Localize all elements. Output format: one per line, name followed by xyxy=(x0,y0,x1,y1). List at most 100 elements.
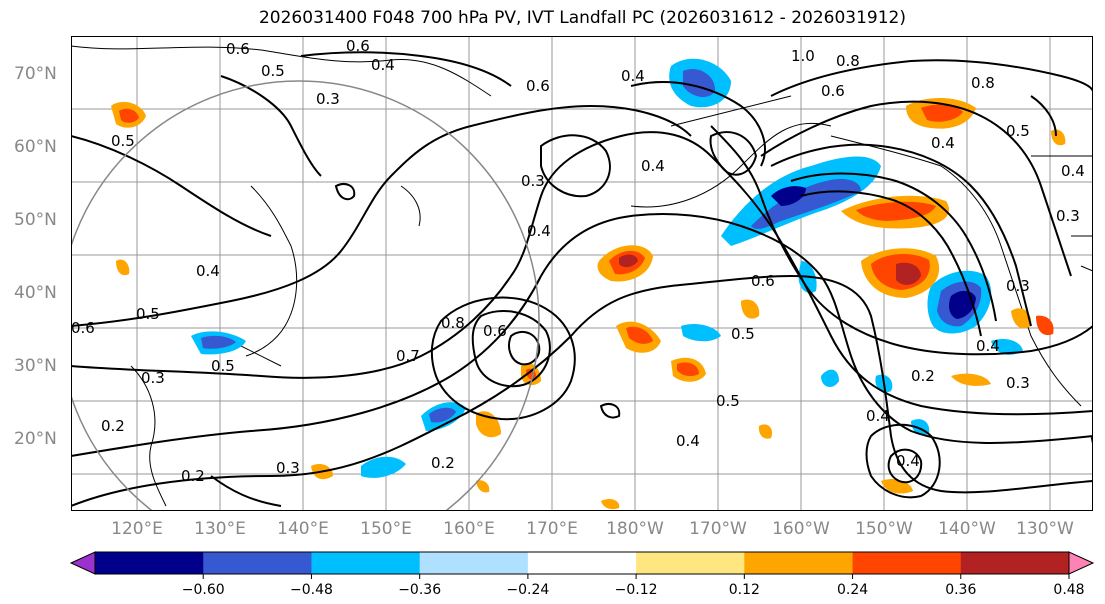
great-circle-outline xyxy=(71,80,540,511)
positive-shade-5 xyxy=(741,299,760,319)
colorbar-segment xyxy=(636,552,745,574)
colorbar-segment xyxy=(852,552,962,574)
contour-label: 0.4 xyxy=(527,222,551,240)
contour-label: 0.6 xyxy=(71,319,95,337)
contour-label: 0.5 xyxy=(136,305,160,323)
colorbar-tick-label: −0.24 xyxy=(506,582,549,598)
contour-label: 0.8 xyxy=(441,314,465,332)
contour-label: 0.5 xyxy=(261,62,285,80)
colorbar-tick-label: 0.12 xyxy=(729,582,760,598)
lat-label-70n: 70°N xyxy=(14,64,57,84)
positive-shade-14 xyxy=(601,498,620,510)
contour-label: 0.4 xyxy=(976,337,1000,355)
contour-label: 0.3 xyxy=(316,90,340,108)
negative-shade-pacific-2 xyxy=(361,456,406,478)
colorbar-tick-label: −0.36 xyxy=(398,582,441,598)
colorbar-segment xyxy=(527,552,637,574)
contour-label: 0.2 xyxy=(101,417,125,435)
contour-label: 0.7 xyxy=(396,347,420,365)
contour-label: 0.5 xyxy=(1006,122,1030,140)
contour-label: 0.6 xyxy=(751,272,775,290)
negative-shade-pacific-3 xyxy=(681,324,721,342)
colorbar-extend-max xyxy=(1068,551,1095,575)
contour-label: 0.6 xyxy=(821,82,845,100)
colorbar-tick-label: 0.36 xyxy=(945,582,976,598)
lon-label: 150°W xyxy=(855,519,913,539)
contour-label: 0.4 xyxy=(196,262,220,280)
contour-labels: 0.6 0.6 0.4 0.3 0.5 0.5 0.4 0.6 0.5 0.3 … xyxy=(71,37,1085,485)
lat-label-30n: 30°N xyxy=(14,356,57,376)
lat-labels: 20°N 30°N 40°N 50°N 60°N 70°N xyxy=(14,64,57,449)
positive-shade-8 xyxy=(1011,308,1032,329)
lon-label: 130°E xyxy=(194,519,246,539)
contour-label: 0.6 xyxy=(483,322,507,340)
negative-shade-california xyxy=(991,339,1023,355)
colorbar: −0.60 −0.48 −0.36 −0.24 −0.12 0.12 0.24 0.36 0.4… xyxy=(69,551,1095,598)
lat-label-40n: 40°N xyxy=(14,283,57,303)
contour-label: 0.8 xyxy=(836,52,860,70)
contour-label: 0.3 xyxy=(1006,277,1030,295)
colorbar-tick-label: 0.48 xyxy=(1053,582,1084,598)
contour-label: 0.3 xyxy=(1006,374,1030,392)
negative-shade-oregon-core xyxy=(949,290,976,319)
contour-label: 0.6 xyxy=(526,77,550,95)
lon-label: 140°E xyxy=(277,519,329,539)
coastlines xyxy=(71,45,1093,507)
positive-shade-7 xyxy=(951,373,991,386)
lon-label: 130°W xyxy=(1016,519,1074,539)
contour-label: 0.5 xyxy=(731,325,755,343)
colorbar-segment xyxy=(960,552,1070,574)
colorbar-segment xyxy=(203,552,312,574)
colorbar-segment xyxy=(311,552,421,574)
negative-shade-pacific-1-core xyxy=(429,407,456,423)
contour-label: 0.8 xyxy=(971,74,995,92)
contour-label: 0.5 xyxy=(111,132,135,150)
negative-shade-gulf-center xyxy=(771,186,806,206)
contour-label: 0.2 xyxy=(911,367,935,385)
lon-label: 160°E xyxy=(443,519,495,539)
lon-label: 120°E xyxy=(111,519,163,539)
contour-label: 0.6 xyxy=(346,37,370,55)
contour-label: 0.4 xyxy=(1061,162,1085,180)
lon-label: 170°W xyxy=(689,519,747,539)
contour-label: 0.2 xyxy=(181,467,205,485)
pv-contours xyxy=(71,51,1093,507)
shaded-fields xyxy=(111,58,1066,510)
map-panel: 0.6 0.6 0.4 0.3 0.5 0.5 0.4 0.6 0.5 0.3 … xyxy=(71,36,1093,511)
colorbar-tick-label: −0.48 xyxy=(290,582,333,598)
positive-shade-1-inner xyxy=(626,326,653,344)
contour-label: 0.5 xyxy=(211,357,235,375)
contour-label: 0.4 xyxy=(896,452,920,470)
contour-label: 0.3 xyxy=(141,369,165,387)
colorbar-ticks: −0.60 −0.48 −0.36 −0.24 −0.12 0.12 0.24 0.36 0.4… xyxy=(182,574,1085,598)
lon-label: 180°W xyxy=(606,519,664,539)
colorbar-tick-label: −0.12 xyxy=(615,582,658,598)
contour-label: 0.4 xyxy=(676,432,700,450)
map-title: 2026031400 F048 700 hPa PV, IVT Landfall… xyxy=(258,8,906,28)
colorbar-extend-min xyxy=(69,551,96,575)
colorbar-segment xyxy=(419,552,529,574)
colorbar-segment xyxy=(744,552,854,574)
contour-label: 0.5 xyxy=(716,392,740,410)
contour-label: 0.2 xyxy=(431,454,455,472)
positive-shade-gulf-inner xyxy=(856,201,936,221)
positive-shade-siberia-inner xyxy=(119,108,139,123)
contour-label: 0.4 xyxy=(866,407,890,425)
positive-shade-bc-core xyxy=(896,262,921,285)
contour-label: 0.3 xyxy=(276,459,300,477)
contour-label: 1.0 xyxy=(791,47,815,65)
contour-label: 0.3 xyxy=(1056,207,1080,225)
contour-label: 0.4 xyxy=(621,67,645,85)
positive-shade-2-inner xyxy=(677,362,699,377)
lon-label: 150°E xyxy=(360,519,412,539)
positive-shade-alaska-east-inner xyxy=(921,104,963,122)
positive-shade-11 xyxy=(1051,129,1066,146)
colorbar-segment xyxy=(95,552,204,574)
lat-label-50n: 50°N xyxy=(14,210,57,230)
positive-shade-15 xyxy=(476,480,490,493)
contour-label: 0.6 xyxy=(226,40,250,58)
lon-label: 140°W xyxy=(938,519,996,539)
colorbar-outline xyxy=(94,551,1070,575)
lon-label: 170°E xyxy=(526,519,578,539)
colorbar-boxes xyxy=(69,551,1095,575)
